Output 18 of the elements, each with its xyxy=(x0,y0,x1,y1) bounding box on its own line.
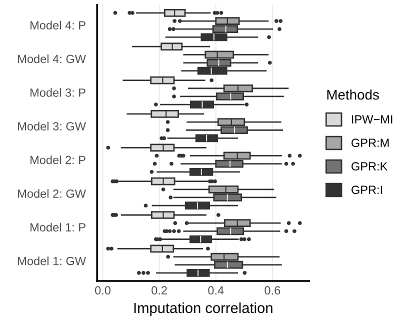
y-tick-label: Model 1: GW xyxy=(18,256,86,266)
legend-label: GPR:I xyxy=(352,186,382,194)
x-tick-label: 0.2 xyxy=(152,286,167,295)
y-tick-label: Model 4: P xyxy=(30,20,86,30)
y-tick-label: Model 1: P xyxy=(30,222,86,232)
x-tick-label: 0.0 xyxy=(95,286,111,295)
x-tick-label: 0.4 xyxy=(208,286,224,295)
y-tick-label: Model 3: P xyxy=(30,88,86,97)
legend-title: Methods xyxy=(327,89,379,100)
legend-label: GPR:K xyxy=(352,162,388,171)
x-tick-label: 0.6 xyxy=(264,286,280,295)
legend-label: IPW−MI xyxy=(352,115,392,124)
x-axis-title: Imputation correlation xyxy=(134,302,272,316)
y-tick-label: Model 2: P xyxy=(30,155,86,164)
y-tick-label: Model 2: GW xyxy=(18,189,86,198)
legend-label: GPR:M xyxy=(352,138,389,148)
y-tick-label: Model 3: GW xyxy=(18,122,86,130)
y-tick-label: Model 4: GW xyxy=(18,54,86,64)
